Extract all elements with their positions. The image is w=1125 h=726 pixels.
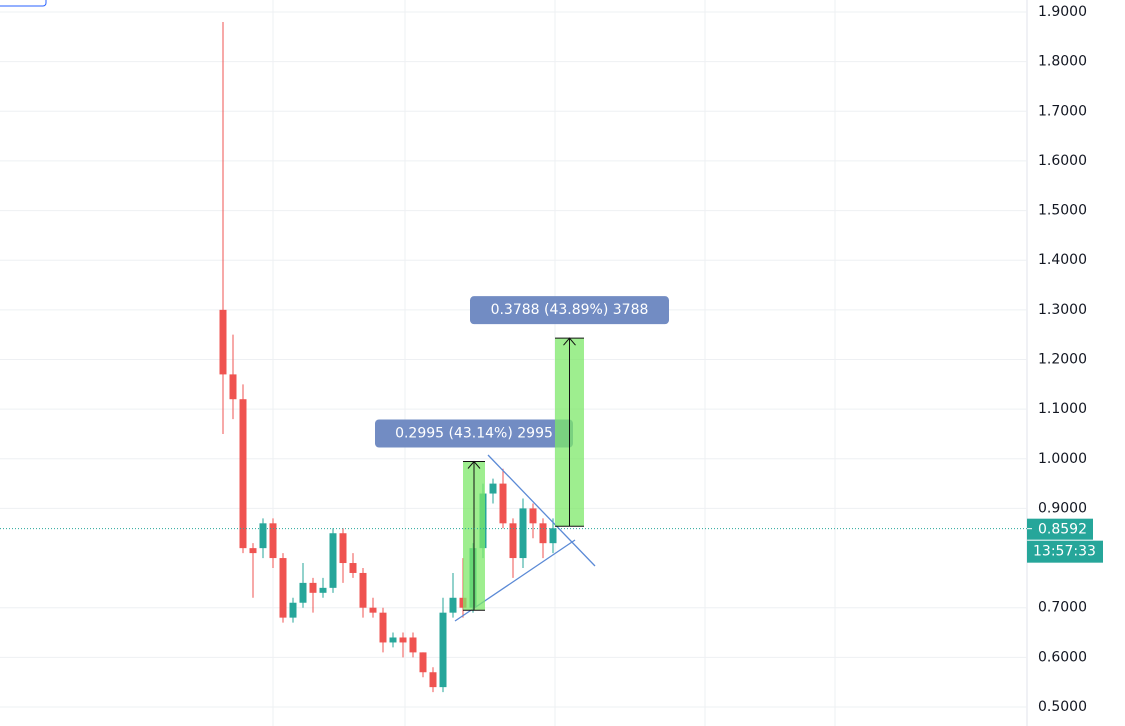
candle-body [349,563,357,573]
measure-label: 0.2995 (43.14%) 2995 [395,426,553,442]
countdown-bg [1027,540,1103,563]
candle-body [269,523,277,559]
candle-body [309,582,317,593]
candle-body [239,399,247,549]
candle-body [259,523,267,549]
y-tick-label: 1.8000 [1038,54,1087,70]
measure-label: 0.3788 (43.89%) 3788 [491,302,649,318]
cropped-label [0,0,47,7]
candle-body [369,607,377,613]
y-tick-label: 1.3000 [1038,302,1087,318]
candle-body [389,637,397,643]
trend-line [487,454,596,567]
y-tick-label: 0.5000 [1038,699,1087,715]
y-tick-label: 1.0000 [1038,451,1087,467]
candle-body [249,548,257,554]
candle-body [279,558,287,618]
candle-body [519,508,527,559]
y-tick-label: 0.6000 [1038,649,1087,665]
candle-body [449,597,457,613]
candle-body [539,523,547,544]
candle-body [219,309,227,375]
candle-body [429,672,437,688]
candle-body [299,582,307,603]
candle-body [359,572,367,608]
candle-body [509,523,517,559]
candle-body [289,602,297,618]
candle-body [379,612,387,643]
candle-body [489,483,497,494]
candle-body [229,374,237,400]
y-tick-label: 0.9000 [1038,500,1087,516]
candle-body [329,533,337,588]
candle-body [419,652,427,673]
y-tick-label: 1.6000 [1038,153,1087,169]
candle-body [409,637,417,653]
candle-body [399,637,407,643]
countdown-label: 13:57:33 [1033,544,1096,560]
last-price-bg [1027,518,1093,540]
candle-body [499,483,507,524]
vertical-grid [272,0,836,726]
y-tick-label: 1.4000 [1038,252,1087,268]
y-tick-label: 0.7000 [1038,600,1087,616]
y-tick-label: 1.5000 [1038,203,1087,219]
candle-body [439,612,447,688]
y-tick-label: 1.1000 [1038,401,1087,417]
candle-body [319,587,327,593]
candle-body [339,533,347,564]
y-tick-label: 1.7000 [1038,103,1087,119]
last-price-label: 0.8592 [1038,522,1087,538]
candle-body [549,528,557,544]
y-tick-label: 1.9000 [1038,4,1087,20]
candle-body [529,508,537,524]
y-tick-label: 1.2000 [1038,352,1087,368]
measure-label-bg [470,296,669,325]
measure-label-bg [375,419,573,448]
